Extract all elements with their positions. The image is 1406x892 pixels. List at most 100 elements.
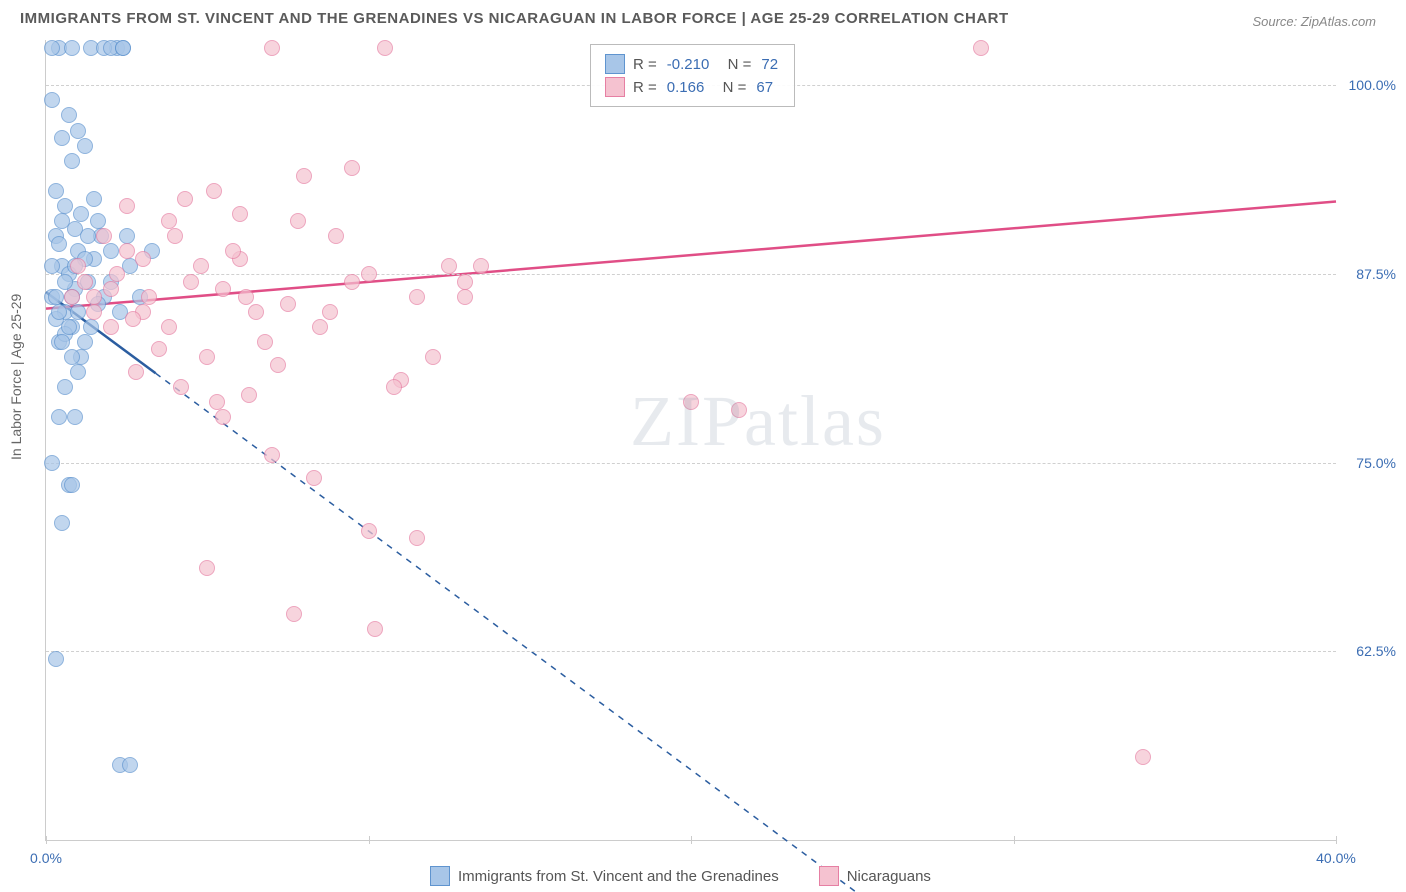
legend-swatch	[819, 866, 839, 886]
data-point-svg	[48, 289, 64, 305]
data-point-nic	[209, 394, 225, 410]
data-point-nic	[215, 281, 231, 297]
gridline-h	[46, 274, 1336, 275]
data-point-svg	[57, 198, 73, 214]
data-point-svg	[57, 379, 73, 395]
data-point-nic	[683, 394, 699, 410]
data-point-svg	[44, 455, 60, 471]
data-point-svg	[54, 130, 70, 146]
data-point-svg	[57, 274, 73, 290]
data-point-nic	[361, 523, 377, 539]
data-point-nic	[270, 357, 286, 373]
data-point-svg	[77, 334, 93, 350]
data-point-nic	[264, 447, 280, 463]
data-point-nic	[290, 213, 306, 229]
stat-r-label: R =	[633, 79, 657, 96]
data-point-nic	[64, 289, 80, 305]
data-point-nic	[119, 243, 135, 259]
data-point-nic	[441, 258, 457, 274]
data-point-nic	[199, 560, 215, 576]
correlation-stats-legend: R = -0.210 N = 72 R = 0.166 N = 67	[590, 44, 795, 107]
data-point-svg	[70, 304, 86, 320]
stat-n-label: N =	[714, 79, 746, 96]
data-point-nic	[473, 258, 489, 274]
data-point-nic	[119, 198, 135, 214]
data-point-nic	[232, 206, 248, 222]
data-point-svg	[64, 477, 80, 493]
stats-row-nic: R = 0.166 N = 67	[605, 77, 780, 97]
data-point-svg	[119, 228, 135, 244]
data-point-svg	[64, 40, 80, 56]
data-point-nic	[199, 349, 215, 365]
x-tick-label: 40.0%	[1316, 850, 1356, 866]
data-point-svg	[51, 409, 67, 425]
trend-lines-layer	[46, 40, 1336, 840]
data-point-svg	[51, 304, 67, 320]
data-point-svg	[86, 191, 102, 207]
y-tick-label: 100.0%	[1349, 77, 1396, 93]
data-point-svg	[70, 123, 86, 139]
data-point-nic	[257, 334, 273, 350]
data-point-svg	[44, 258, 60, 274]
y-axis-label: In Labor Force | Age 25-29	[8, 294, 24, 460]
data-point-svg	[44, 92, 60, 108]
data-point-svg	[103, 243, 119, 259]
data-point-nic	[409, 289, 425, 305]
y-tick-label: 75.0%	[1356, 455, 1396, 471]
data-point-nic	[248, 304, 264, 320]
data-point-nic	[215, 409, 231, 425]
scatter-plot-area: 62.5%75.0%87.5%100.0%0.0%40.0%	[45, 40, 1336, 841]
data-point-nic	[409, 530, 425, 546]
data-point-svg	[115, 40, 131, 56]
x-tick	[1336, 836, 1337, 844]
stats-swatch	[605, 54, 625, 74]
data-point-nic	[167, 228, 183, 244]
data-point-nic	[344, 160, 360, 176]
data-point-nic	[161, 319, 177, 335]
data-point-nic	[731, 402, 747, 418]
x-tick	[46, 836, 47, 844]
data-point-svg	[48, 651, 64, 667]
data-point-svg	[44, 40, 60, 56]
data-point-svg	[54, 515, 70, 531]
source-attribution: Source: ZipAtlas.com	[1252, 14, 1376, 29]
legend-label: Immigrants from St. Vincent and the Gren…	[458, 868, 779, 885]
x-tick-label: 0.0%	[30, 850, 62, 866]
data-point-nic	[135, 251, 151, 267]
data-point-svg	[70, 364, 86, 380]
data-point-nic	[264, 40, 280, 56]
data-point-nic	[361, 266, 377, 282]
data-point-svg	[80, 228, 96, 244]
data-point-nic	[161, 213, 177, 229]
data-point-svg	[54, 334, 70, 350]
data-point-nic	[241, 387, 257, 403]
data-point-nic	[225, 243, 241, 259]
series-legend: Immigrants from St. Vincent and the Gren…	[430, 866, 931, 886]
data-point-svg	[64, 349, 80, 365]
data-point-nic	[296, 168, 312, 184]
data-point-nic	[206, 183, 222, 199]
x-tick	[691, 836, 692, 844]
data-point-nic	[312, 319, 328, 335]
data-point-nic	[86, 289, 102, 305]
data-point-nic	[109, 266, 125, 282]
data-point-nic	[193, 258, 209, 274]
legend-label: Nicaraguans	[847, 868, 931, 885]
data-point-nic	[238, 289, 254, 305]
data-point-svg	[90, 213, 106, 229]
gridline-h	[46, 463, 1336, 464]
stat-n-value: 72	[761, 56, 778, 73]
data-point-nic	[280, 296, 296, 312]
trendline-extrap-svg	[156, 373, 1336, 892]
data-point-svg	[48, 183, 64, 199]
stat-r-value: -0.210	[667, 56, 710, 73]
gridline-h	[46, 651, 1336, 652]
data-point-nic	[128, 364, 144, 380]
data-point-svg	[61, 107, 77, 123]
data-point-nic	[141, 289, 157, 305]
stats-row-svg: R = -0.210 N = 72	[605, 54, 780, 74]
data-point-svg	[61, 319, 77, 335]
data-point-nic	[457, 289, 473, 305]
stat-n-value: 67	[756, 79, 773, 96]
legend-item: Nicaraguans	[819, 866, 931, 886]
